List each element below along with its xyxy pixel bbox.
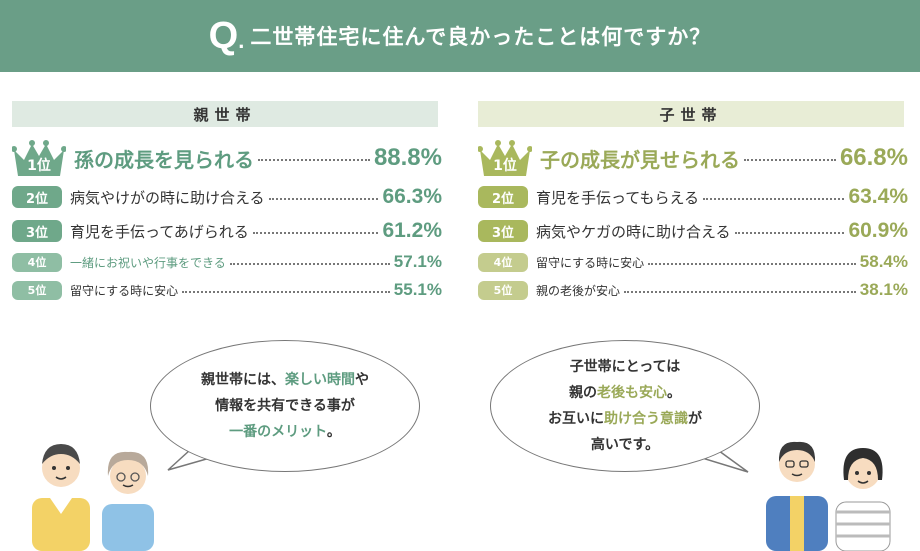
ranking-row: 3位 育児を手伝ってあげられる 61.2% xyxy=(12,214,442,248)
ranking-row: 3位 病気やケガの時に助け合える 60.9% xyxy=(478,214,908,248)
ranking-row: 1位 孫の成長を見られる 88.8% xyxy=(12,136,442,180)
dotted-leader xyxy=(252,232,379,234)
rank-label: 孫の成長を見られる xyxy=(74,147,254,172)
ranking-row: 4位 一緒にお祝いや行事をできる 57.1% xyxy=(12,248,442,276)
rank-label: 親の老後が安心 xyxy=(536,283,621,298)
rank-value: 66.8% xyxy=(839,144,908,171)
rank-badge: 1位 xyxy=(27,158,51,174)
dotted-leader xyxy=(744,159,836,161)
ranking-row: 5位 親の老後が安心 38.1% xyxy=(478,276,908,304)
ranking-row: 1位 子の成長が見せられる 66.8% xyxy=(478,136,908,180)
parents-heading: 親世帯 xyxy=(12,101,438,127)
rank-badge: 3位 xyxy=(478,220,528,242)
crown-icon: 1位 xyxy=(12,138,66,178)
ranking-row: 4位 留守にする時に安心 58.4% xyxy=(478,248,908,276)
rank-badge: 3位 xyxy=(12,220,62,242)
rank-label: 留守にする時に安心 xyxy=(70,283,179,298)
dotted-leader xyxy=(734,232,845,234)
rank-label: 子の成長が見せられる xyxy=(540,147,740,172)
young-couple-illustration xyxy=(766,441,891,551)
ranking-row: 5位 留守にする時に安心 55.1% xyxy=(12,276,442,304)
dotted-leader xyxy=(258,159,370,161)
dotted-leader xyxy=(624,291,856,293)
rank-badge: 2位 xyxy=(478,186,528,208)
rank-value: 38.1% xyxy=(859,280,908,299)
question-title: 二世帯住宅に住んで良かったことは何ですか？ xyxy=(250,25,712,49)
rank-value: 55.1% xyxy=(393,280,442,299)
dotted-leader xyxy=(182,291,390,293)
dotted-leader xyxy=(703,198,845,200)
rank-label: 一緒にお祝いや行事をできる xyxy=(70,255,226,270)
ranking-row: 2位 病気やけがの時に助け合える 66.3% xyxy=(12,180,442,214)
children-heading: 子世帯 xyxy=(478,101,904,127)
children-ranking: 1位 子の成長が見せられる 66.8% 2位 育児を手伝ってもらえる 63.4%… xyxy=(478,136,908,304)
dotted-leader xyxy=(229,263,390,265)
parents-ranking: 1位 孫の成長を見られる 88.8% 2位 病気やけがの時に助け合える 66.3… xyxy=(12,136,442,304)
rank-value: 88.8% xyxy=(373,144,442,171)
rank-badge: 1位 xyxy=(493,158,517,174)
crown-icon: 1位 xyxy=(478,138,532,178)
rank-value: 61.2% xyxy=(382,219,442,242)
grandparents-illustration xyxy=(32,444,154,551)
rank-value: 63.4% xyxy=(848,185,908,208)
rank-badge: 5位 xyxy=(478,280,528,300)
rank-badge: 4位 xyxy=(478,252,528,272)
parents-speech-bubble: 親世帯には、楽しい時間や 情報を共有できる事が 一番のメリット。 xyxy=(150,340,420,472)
rank-label: 育児を手伝ってあげられる xyxy=(70,222,249,241)
dotted-leader xyxy=(648,263,856,265)
rank-label: 病気やケガの時に助け合える xyxy=(536,222,731,241)
rank-badge: 2位 xyxy=(12,186,62,208)
question-mark-q: Q. xyxy=(208,14,245,57)
rank-value: 58.4% xyxy=(859,252,908,271)
rank-label: 育児を手伝ってもらえる xyxy=(536,188,700,207)
children-speech-bubble: 子世帯にとっては 親の老後も安心。 お互いに助け合う意識が 高いです。 xyxy=(490,340,760,472)
dotted-leader xyxy=(268,198,379,200)
question-header: Q. 二世帯住宅に住んで良かったことは何ですか？ xyxy=(0,0,920,72)
rank-value: 57.1% xyxy=(393,252,442,271)
rank-value: 60.9% xyxy=(848,219,908,242)
rank-badge: 4位 xyxy=(12,252,62,272)
ranking-row: 2位 育児を手伝ってもらえる 63.4% xyxy=(478,180,908,214)
rank-value: 66.3% xyxy=(382,185,442,208)
rank-label: 病気やけがの時に助け合える xyxy=(70,188,265,207)
rank-label: 留守にする時に安心 xyxy=(536,255,645,270)
rank-badge: 5位 xyxy=(12,280,62,300)
